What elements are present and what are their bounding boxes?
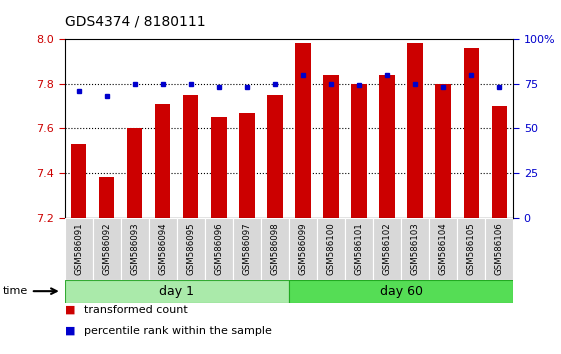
Text: GSM586092: GSM586092 (102, 222, 111, 275)
Bar (155, 104, 171, 218)
Text: GDS4374 / 8180111: GDS4374 / 8180111 (65, 14, 205, 28)
Bar (485, 218, 513, 280)
Bar (435, 84, 451, 218)
Text: GSM586103: GSM586103 (411, 222, 420, 275)
Text: GSM586096: GSM586096 (214, 222, 223, 275)
Bar (177, 218, 205, 280)
Bar (121, 218, 149, 280)
Text: GSM586105: GSM586105 (467, 222, 476, 275)
Bar (457, 218, 485, 280)
Bar (149, 218, 177, 280)
Text: GSM586104: GSM586104 (439, 222, 448, 275)
Bar (463, 48, 479, 218)
Bar (317, 218, 345, 280)
Bar (289, 218, 317, 280)
Text: GSM586102: GSM586102 (383, 222, 392, 275)
Text: time: time (3, 286, 28, 296)
Text: day 60: day 60 (380, 285, 422, 298)
Bar (211, 117, 227, 218)
Text: GSM586098: GSM586098 (270, 222, 279, 275)
Text: GSM586100: GSM586100 (327, 222, 335, 275)
Bar (127, 129, 142, 218)
Bar (295, 44, 311, 218)
Bar (205, 218, 233, 280)
Bar (401, 218, 429, 280)
Text: GSM586093: GSM586093 (130, 222, 139, 275)
Text: GSM586101: GSM586101 (355, 222, 364, 275)
Bar (65, 218, 93, 280)
Bar (379, 75, 395, 218)
Text: GSM586095: GSM586095 (186, 222, 195, 275)
Text: ■: ■ (65, 305, 75, 315)
Bar (183, 95, 199, 218)
Text: day 1: day 1 (159, 285, 194, 298)
Bar (267, 95, 283, 218)
Bar (351, 84, 367, 218)
Bar (99, 177, 114, 218)
Text: GSM586099: GSM586099 (298, 222, 307, 275)
Text: GSM586106: GSM586106 (495, 222, 504, 275)
Text: GSM586094: GSM586094 (158, 222, 167, 275)
Bar (345, 218, 373, 280)
Text: transformed count: transformed count (84, 305, 188, 315)
Bar (289, 280, 513, 303)
Bar (65, 280, 289, 303)
Bar (261, 218, 289, 280)
Bar (93, 218, 121, 280)
Bar (239, 113, 255, 218)
Bar (429, 218, 457, 280)
Text: GSM586097: GSM586097 (242, 222, 251, 275)
Bar (323, 75, 339, 218)
Text: percentile rank within the sample: percentile rank within the sample (84, 326, 272, 336)
Bar (491, 106, 507, 218)
Text: ■: ■ (65, 326, 75, 336)
Bar (407, 44, 423, 218)
Bar (71, 144, 86, 218)
Bar (373, 218, 401, 280)
Bar (233, 218, 261, 280)
Text: GSM586091: GSM586091 (74, 222, 83, 275)
